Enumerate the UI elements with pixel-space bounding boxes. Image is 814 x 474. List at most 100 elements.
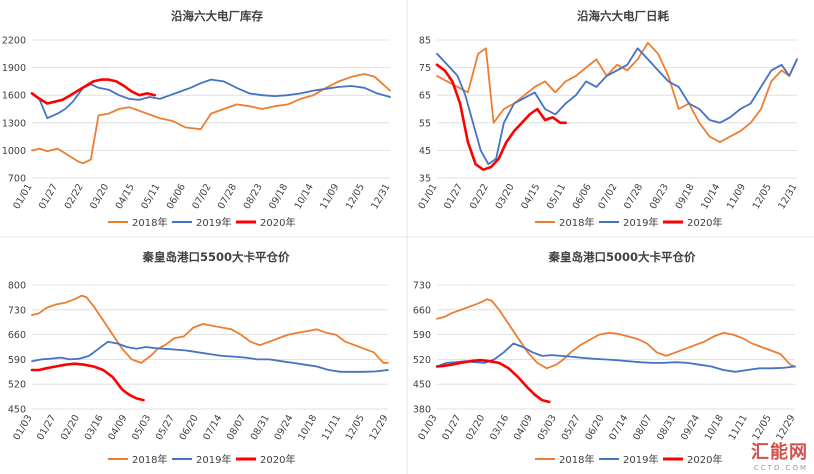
x-tick-label: 12/31 [776, 182, 799, 211]
legend-label: 2019年 [623, 216, 658, 229]
x-tick-label: 09/24 [679, 413, 702, 442]
series-line-y2020 [435, 63, 567, 171]
x-tick-label: 03/20 [88, 182, 111, 211]
x-tick-label: 05/11 [545, 182, 568, 211]
y-tick-label: 35 [419, 174, 431, 185]
x-tick-label: 07/28 [216, 182, 239, 211]
chart-panel-3: 秦皇岛港口5500大卡平仓价 450 520 590 660 730 800 01/03 01/… [8, 250, 391, 466]
chart-panel-4: 秦皇岛港口5000大卡平仓价 380 450 520 590 660 730 01/03 01/… [413, 250, 798, 466]
x-tick-label: 08/23 [648, 182, 671, 211]
legend-label: 2020年 [687, 216, 722, 229]
y-tick-label: 380 [413, 405, 431, 416]
y-tick-label: 660 [8, 330, 26, 341]
chart-title: 秦皇岛港口5000大卡平仓价 [547, 250, 696, 264]
x-tick-label: 03/16 [83, 413, 106, 442]
y-tick-label: 45 [419, 146, 431, 157]
x-tick-label: 05/27 [154, 413, 177, 442]
chart-title: 沿海六大电厂库存 [171, 9, 263, 23]
x-tick-label: 02/20 [59, 413, 82, 442]
y-tick-label: 520 [8, 380, 26, 391]
legend-label: 2018年 [559, 453, 594, 466]
chart-panel-2: 沿海六大电厂日耗 35 45 55 65 75 85 01/01 01/27 02/22 03/20… [416, 9, 799, 229]
x-tick-label: 06/20 [583, 413, 606, 442]
legend-label: 2020年 [687, 453, 722, 466]
x-tick-label: 07/02 [596, 182, 619, 211]
x-tick-label: 04/09 [106, 413, 129, 442]
x-tick-label: 07/14 [607, 413, 630, 442]
x-tick-label: 12/05 [344, 413, 367, 442]
y-tick-label: 700 [8, 174, 26, 185]
watermark-subtext: CCTD.COM [753, 464, 808, 472]
watermark-text: 汇能网 [751, 442, 808, 463]
legend-label: 2020年 [260, 453, 295, 466]
x-tick-label: 09/24 [272, 413, 295, 442]
x-tick-label: 08/31 [655, 413, 678, 442]
y-tick-label: 1900 [2, 63, 26, 74]
series-line-y2020 [30, 78, 156, 105]
x-tick-label: 02/22 [63, 182, 86, 211]
x-tick-label: 03/16 [488, 413, 511, 442]
x-tick-label: 10/18 [296, 413, 319, 442]
x-tick-label: 05/03 [536, 413, 559, 442]
x-tick-label: 03/20 [494, 182, 517, 211]
x-tick-label: 11/09 [725, 182, 748, 211]
y-tick-label: 450 [413, 380, 431, 391]
x-tick-label: 10/18 [703, 413, 726, 442]
y-tick-label: 85 [419, 36, 431, 47]
x-tick-label: 01/01 [416, 182, 439, 211]
x-tick-label: 01/03 [416, 413, 439, 442]
y-tick-label: 450 [8, 405, 26, 416]
legend-label: 2019年 [196, 216, 231, 229]
x-tick-label: 05/03 [130, 413, 153, 442]
x-tick-label: 01/27 [440, 413, 463, 442]
series-line-y2018 [436, 41, 798, 144]
series-line-y2019 [31, 340, 389, 373]
y-tick-label: 1600 [2, 91, 26, 102]
y-tick-label: 520 [413, 355, 431, 366]
y-tick-label: 75 [419, 63, 431, 74]
x-tick-label: 11/11 [727, 413, 750, 442]
x-tick-label: 12/31 [369, 182, 392, 211]
x-tick-label: 10/14 [699, 182, 722, 211]
x-tick-label: 01/01 [11, 182, 34, 211]
y-tick-label: 730 [413, 281, 431, 292]
chart-title: 秦皇岛港口5500大卡平仓价 [141, 250, 290, 264]
x-tick-label: 06/06 [165, 182, 188, 211]
x-tick-label: 09/18 [674, 182, 697, 211]
x-tick-label: 04/15 [519, 182, 542, 211]
x-tick-label: 02/20 [464, 413, 487, 442]
y-tick-label: 1000 [2, 146, 26, 157]
x-tick-label: 07/14 [201, 413, 224, 442]
x-tick-label: 06/20 [178, 413, 201, 442]
series-line-y2018 [31, 73, 391, 165]
x-tick-label: 07/02 [190, 182, 213, 211]
y-tick-label: 65 [419, 91, 431, 102]
x-tick-label: 08/31 [249, 413, 272, 442]
watermark-logo: 汇能网 CCTD.COM [751, 438, 808, 472]
legend-label: 2019年 [623, 453, 658, 466]
x-tick-label: 12/05 [344, 182, 367, 211]
x-tick-label: 06/06 [571, 182, 594, 211]
x-tick-label: 12/29 [367, 413, 390, 442]
x-tick-label: 11/11 [320, 413, 343, 442]
x-tick-label: 12/05 [751, 182, 774, 211]
x-tick-label: 08/07 [631, 413, 654, 442]
legend-label: 2020年 [260, 216, 295, 229]
series-line-y2019 [436, 342, 796, 373]
series-line-y2020 [435, 358, 551, 404]
y-tick-label: 55 [419, 118, 431, 129]
y-tick-label: 590 [8, 355, 26, 366]
x-tick-label: 08/07 [225, 413, 248, 442]
series-line-y2018 [31, 294, 389, 364]
x-tick-label: 01/27 [442, 182, 465, 211]
x-tick-label: 08/23 [242, 182, 265, 211]
chart-panel-1: 沿海六大电厂库存 700 1000 1300 1600 1900 2200 01/01 01/2… [2, 9, 393, 229]
x-tick-label: 02/22 [468, 182, 491, 211]
x-tick-label: 07/28 [622, 182, 645, 211]
series-line-y2019 [31, 78, 391, 120]
x-tick-label: 01/27 [37, 182, 60, 211]
y-tick-label: 590 [413, 330, 431, 341]
y-tick-label: 1300 [2, 118, 26, 129]
legend-label: 2018年 [132, 216, 167, 229]
